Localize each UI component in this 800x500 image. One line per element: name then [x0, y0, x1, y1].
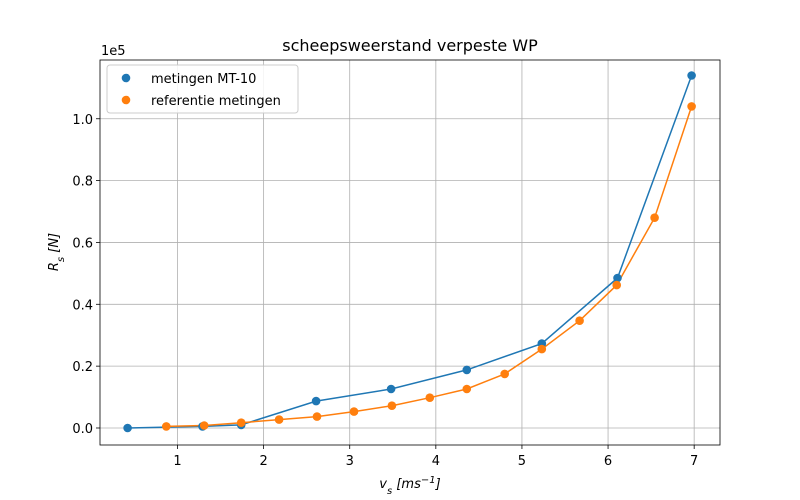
- y-tick-label: 0.0: [72, 422, 93, 437]
- series-line-1: [166, 106, 693, 428]
- series-points: [123, 71, 696, 433]
- legend: metingen MT-10 referentie metingen: [106, 64, 299, 114]
- y-tick-label: 0.2: [72, 360, 93, 375]
- series-1-point: [349, 407, 359, 416]
- series-0-point: [613, 273, 622, 283]
- series-1-point: [199, 421, 209, 430]
- series-0-point: [311, 396, 321, 406]
- series-1-point: [687, 102, 696, 111]
- series-1-point: [236, 418, 246, 428]
- x-axis-ticks: 1 2 3 4 5 6 7: [173, 445, 698, 469]
- y-tick-label: 0.4: [72, 298, 93, 313]
- x-tick-label: 1: [173, 454, 181, 469]
- legend-marker-1: [121, 95, 131, 105]
- y-offset-text: 1e5: [101, 44, 126, 59]
- series-1-point: [650, 213, 659, 222]
- x-tick-label: 3: [346, 454, 354, 469]
- legend-label-1: referentie metingen: [151, 94, 281, 109]
- plot-frame: [99, 59, 721, 446]
- series-1-point: [312, 412, 322, 421]
- grid: [100, 60, 720, 445]
- series-lines: [127, 75, 693, 429]
- x-tick-label: 7: [690, 454, 698, 469]
- y-tick-label: 1.0: [72, 113, 93, 128]
- series-0-point: [462, 365, 472, 375]
- y-axis-ticks: 0.0 0.2 0.4 0.6 0.8 1.0: [72, 113, 100, 437]
- series-1-point: [537, 344, 547, 354]
- series-0-point: [386, 384, 396, 394]
- y-tick-label: 0.8: [72, 175, 93, 190]
- y-axis-label: Rs [N]: [47, 233, 67, 271]
- series-line-0: [127, 75, 693, 429]
- series-0-point: [123, 423, 132, 433]
- x-tick-label: 2: [259, 454, 267, 469]
- series-1-point: [575, 316, 584, 326]
- x-axis-label: vs [ms−1]: [379, 475, 440, 497]
- series-1-point: [425, 393, 435, 403]
- series-0-point: [687, 71, 696, 80]
- y-tick-label: 0.6: [72, 236, 93, 251]
- legend-marker-0: [121, 73, 131, 83]
- series-1-point: [387, 401, 397, 411]
- legend-label-0: metingen MT-10: [151, 72, 256, 87]
- series-1-point: [162, 422, 171, 431]
- series-1-point: [274, 415, 284, 424]
- x-tick-label: 6: [604, 454, 612, 469]
- series-1-point: [612, 280, 621, 290]
- series-1-point: [462, 384, 472, 394]
- series-1-point: [500, 369, 510, 379]
- chart-title: scheepsweerstand verpeste WP: [282, 36, 538, 55]
- x-tick-label: 5: [518, 454, 526, 469]
- x-tick-label: 4: [432, 454, 440, 469]
- legend-box: [106, 64, 299, 114]
